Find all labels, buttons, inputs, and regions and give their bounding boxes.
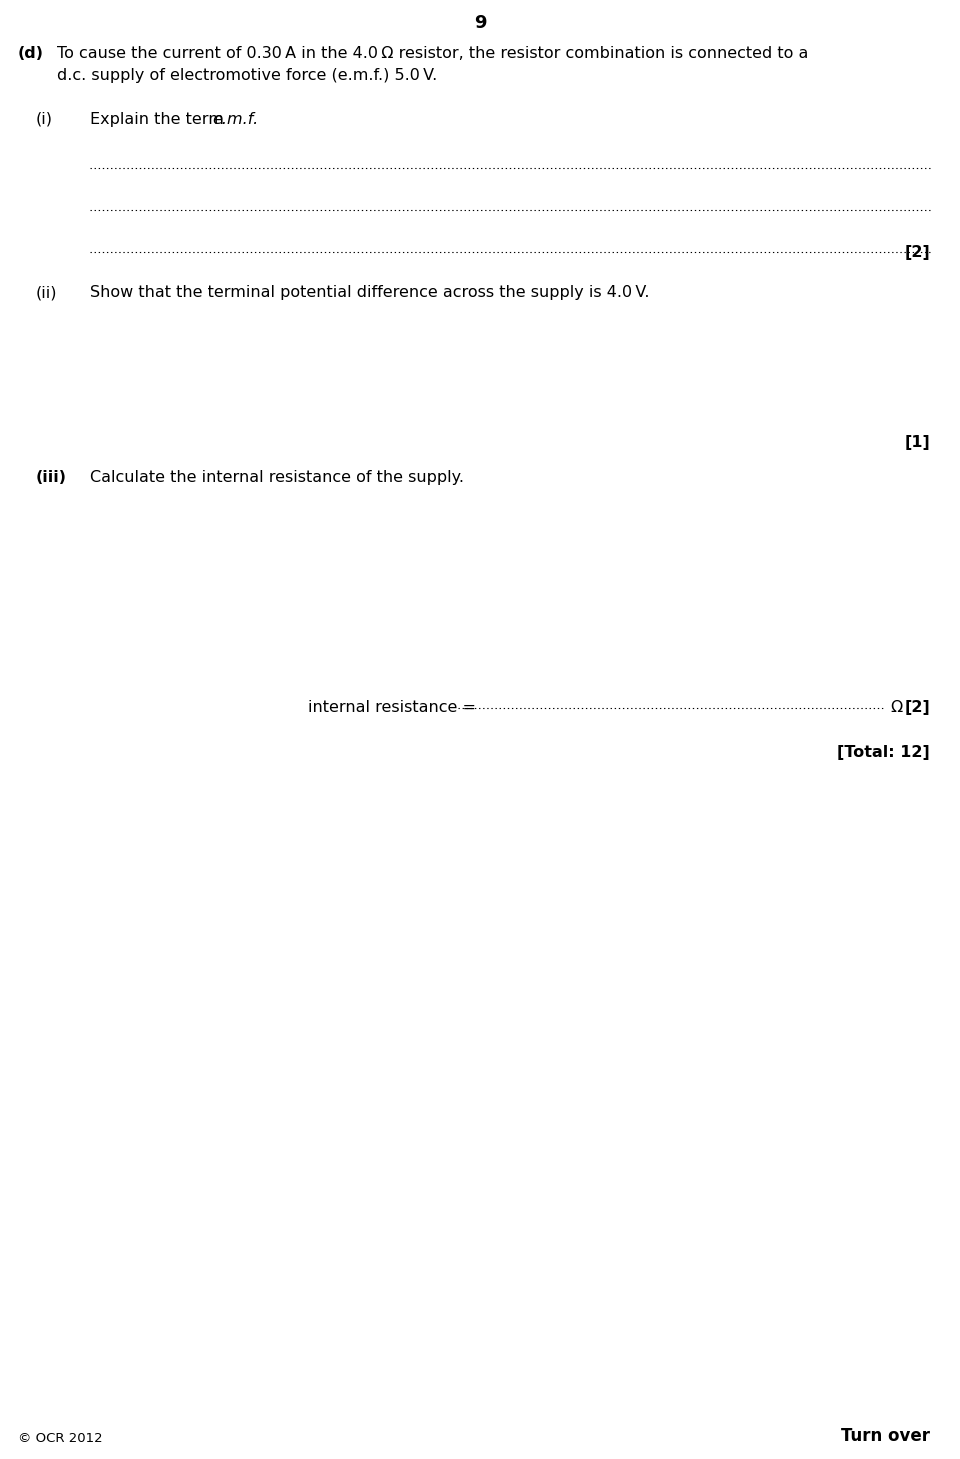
- Text: Ω: Ω: [890, 700, 902, 715]
- Text: © OCR 2012: © OCR 2012: [18, 1431, 103, 1444]
- Text: [Total: 12]: [Total: 12]: [837, 746, 930, 760]
- Text: (i): (i): [36, 112, 53, 127]
- Text: Calculate the internal resistance of the supply.: Calculate the internal resistance of the…: [90, 470, 464, 484]
- Text: (d): (d): [18, 47, 44, 61]
- Text: [2]: [2]: [904, 245, 930, 260]
- Text: (iii): (iii): [36, 470, 67, 484]
- Text: d.c. supply of electromotive force (e.m.f.) 5.0 V.: d.c. supply of electromotive force (e.m.…: [57, 69, 437, 83]
- Text: [1]: [1]: [904, 435, 930, 449]
- Text: internal resistance =: internal resistance =: [308, 700, 481, 715]
- Text: (ii): (ii): [36, 285, 58, 301]
- Text: e.m.f.: e.m.f.: [212, 112, 258, 127]
- Text: Show that the terminal potential difference across the supply is 4.0 V.: Show that the terminal potential differe…: [90, 285, 650, 301]
- Text: [2]: [2]: [904, 700, 930, 715]
- Text: Turn over: Turn over: [841, 1427, 930, 1444]
- Text: To cause the current of 0.30 A in the 4.0 Ω resistor, the resistor combination i: To cause the current of 0.30 A in the 4.…: [57, 47, 808, 61]
- Text: 9: 9: [473, 15, 487, 32]
- Text: Explain the term: Explain the term: [90, 112, 229, 127]
